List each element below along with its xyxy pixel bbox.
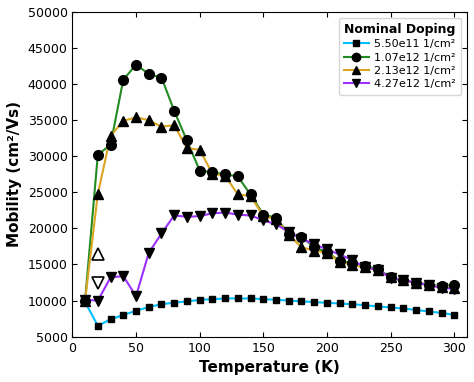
Legend: 5.50e11 1/cm², 1.07e12 1/cm², 2.13e12 1/cm², 4.27e12 1/cm²: 5.50e11 1/cm², 1.07e12 1/cm², 2.13e12 1/… [338,18,461,95]
X-axis label: Temperature (K): Temperature (K) [199,360,340,375]
Y-axis label: Mobility (cm²/Vs): Mobility (cm²/Vs) [7,101,22,247]
